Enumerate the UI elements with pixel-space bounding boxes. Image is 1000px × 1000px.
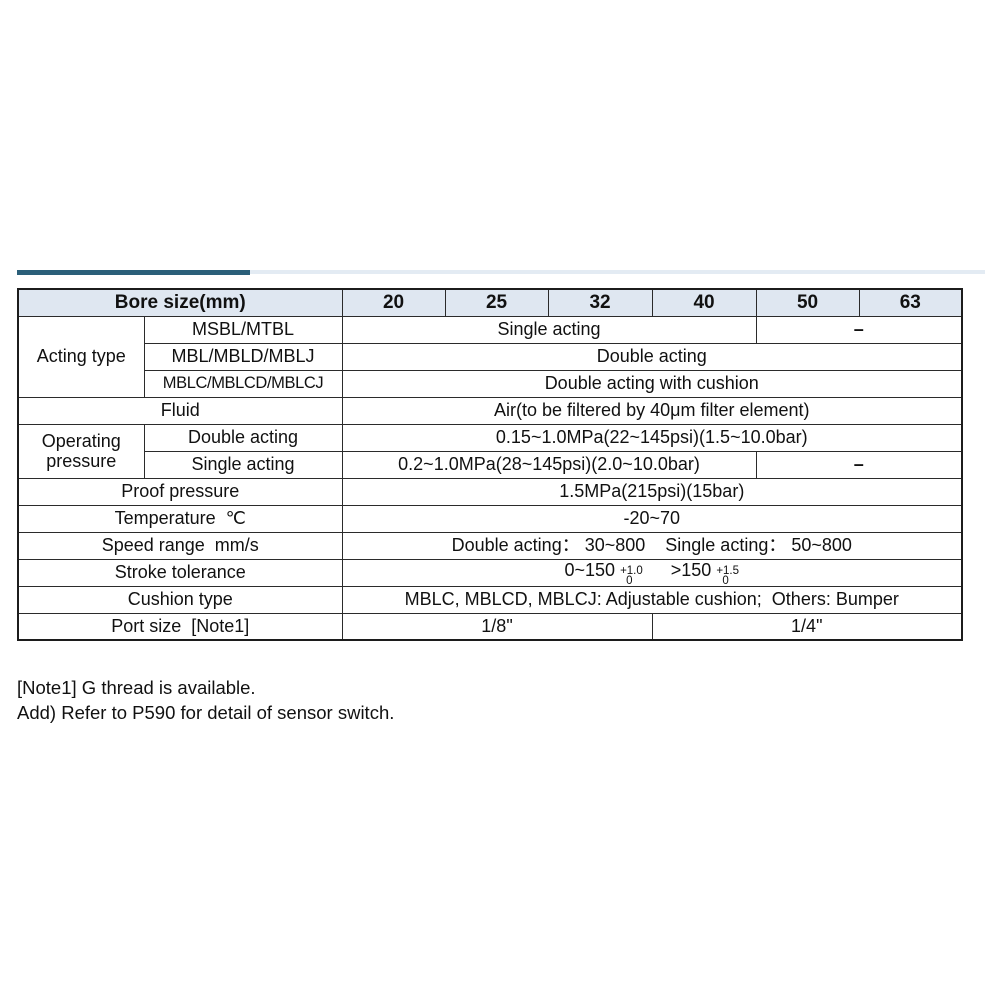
value-double-acting: Double acting	[341, 342, 963, 371]
model-mbl-mbld-mblj: MBL/MBLD/MBLJ	[143, 342, 343, 371]
table-row-speed-range: Speed range mm/s Double acting： 30~800 S…	[17, 531, 963, 560]
header-col-63: 63	[858, 288, 963, 317]
tolerance-2-upper: +1.5	[716, 564, 740, 577]
header-col-32: 32	[547, 288, 653, 317]
header-col-50: 50	[755, 288, 860, 317]
table-row-cushion-type: Cushion type MBLC, MBLCD, MBLCJ: Adjusta…	[17, 585, 963, 614]
table-row-pressure-double: Operating pressure Double acting 0.15~1.…	[17, 423, 963, 479]
specification-table: Bore size(mm) 20 25 32 40 50 63 Acting t…	[17, 288, 964, 641]
value-single-acting-na: –	[755, 315, 963, 344]
table-row-acting-msbl: Acting type MSBL/MTBL Single acting –	[17, 315, 963, 398]
table-row-pressure-single: Single acting 0.2~1.0MPa(28~145psi)(2.0~…	[18, 450, 963, 479]
model-msbl-mtbl: MSBL/MTBL	[143, 315, 343, 344]
table-row-acting-mblc: MBLC/MBLCD/MBLCJ Double acting with cush…	[18, 369, 963, 398]
tolerance-stack-2: +1.5 0	[716, 564, 740, 586]
label-acting-type: Acting type	[17, 315, 145, 398]
model-mblc-mblcd-mblcj: MBLC/MBLCD/MBLCJ	[143, 369, 343, 398]
header-col-25: 25	[444, 288, 549, 317]
footnote-thread: [Note1] G thread is available.	[17, 677, 256, 698]
table-row-port-size: Port size [Note1] 1/8" 1/4"	[17, 612, 963, 641]
header-col-40: 40	[651, 288, 757, 317]
value-double-acting-cushion: Double acting with cushion	[341, 369, 963, 398]
label-proof-pressure: Proof pressure	[17, 477, 343, 506]
value-cushion-type: MBLC, MBLCD, MBLCJ: Adjustable cushion; …	[341, 585, 963, 614]
mode-double-acting: Double acting	[143, 423, 343, 452]
tolerance-1-upper: +1.0	[620, 564, 643, 577]
value-temperature: -20~70	[341, 504, 963, 533]
tolerance-1-lower: 0	[626, 574, 633, 586]
header-bore-size: Bore size(mm)	[17, 288, 343, 317]
header-col-20: 20	[341, 288, 446, 317]
tolerance-2-lower: 0	[722, 574, 729, 586]
label-cushion-type: Cushion type	[17, 585, 343, 614]
stroke-range-2: >150	[670, 559, 712, 580]
table-row-proof-pressure: Proof pressure 1.5MPa(215psi)(15bar)	[17, 477, 963, 506]
mode-single-acting: Single acting	[143, 450, 343, 479]
label-temperature: Temperature ℃	[17, 504, 343, 533]
table-row-stroke-tolerance: Stroke tolerance 0~150 +1.0 0 >150 +1.5 0	[17, 558, 963, 587]
value-speed-range: Double acting： 30~800 Single acting： 50~…	[341, 531, 963, 560]
section-divider	[17, 270, 985, 275]
value-pressure-single-na: –	[755, 450, 963, 479]
table-row-header: Bore size(mm) 20 25 32 40 50 63	[17, 288, 963, 317]
value-pressure-single: 0.2~1.0MPa(28~145psi)(2.0~10.0bar)	[341, 450, 757, 479]
table-row-acting-mbl: MBL/MBLD/MBLJ Double acting	[18, 342, 963, 371]
label-fluid: Fluid	[17, 396, 343, 425]
label-port-size: Port size [Note1]	[17, 612, 343, 641]
divider-light-segment	[250, 270, 985, 274]
divider-accent-segment	[17, 270, 250, 275]
stroke-range-1: 0~150	[564, 559, 616, 580]
value-single-acting: Single acting	[341, 315, 757, 344]
label-stroke-tolerance: Stroke tolerance	[17, 558, 343, 587]
value-fluid: Air(to be filtered by 40μm filter elemen…	[341, 396, 963, 425]
label-speed-range: Speed range mm/s	[17, 531, 343, 560]
value-proof-pressure: 1.5MPa(215psi)(15bar)	[341, 477, 963, 506]
value-port-size-large: 1/4"	[651, 612, 963, 641]
label-operating-pressure: Operating pressure	[17, 423, 145, 479]
table-row-fluid: Fluid Air(to be filtered by 40μm filter …	[17, 396, 963, 425]
footnote-sensor-switch: Add) Refer to P590 for detail of sensor …	[17, 702, 395, 723]
table-row-temperature: Temperature ℃ -20~70	[17, 504, 963, 533]
tolerance-stack-1: +1.0 0	[620, 564, 643, 586]
value-port-size-small: 1/8"	[341, 612, 653, 641]
value-stroke-tolerance: 0~150 +1.0 0 >150 +1.5 0	[341, 558, 963, 587]
value-pressure-double: 0.15~1.0MPa(22~145psi)(1.5~10.0bar)	[341, 423, 963, 452]
footnotes: [Note1] G thread is available. Add) Refe…	[17, 675, 394, 725]
